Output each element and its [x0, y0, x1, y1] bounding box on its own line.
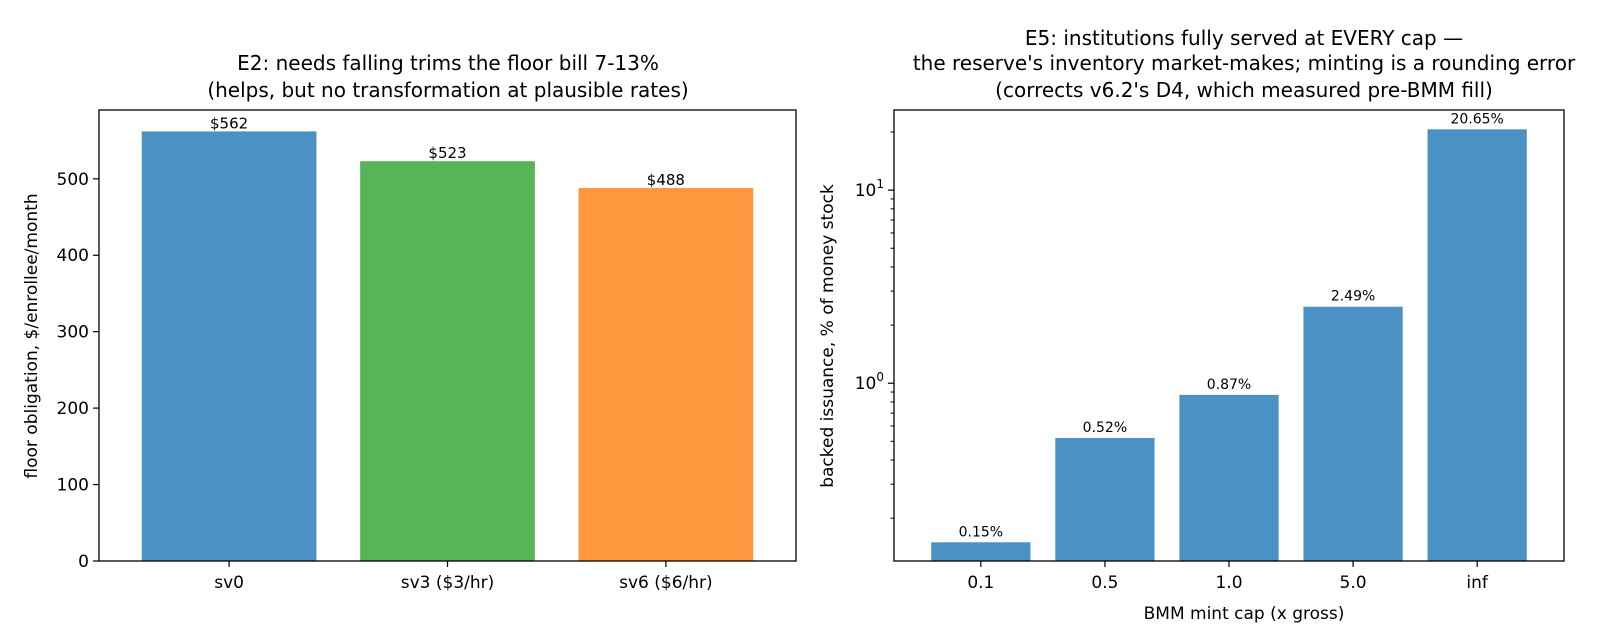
y-tick-label-3: 300 — [57, 323, 89, 343]
y-tick-base-1: 10 — [855, 181, 877, 201]
bar-4 — [1427, 129, 1527, 561]
chart-left: E2: needs falling trims the floor bill 7… — [22, 51, 797, 593]
y-tick-label-1: 101 — [855, 177, 884, 201]
y-tick-label-0: 0 — [78, 552, 89, 572]
bar-2 — [578, 187, 754, 562]
x-tick-label-3: 5.0 — [1340, 573, 1367, 593]
bar-data-label-2: 0.87% — [1207, 377, 1251, 393]
bar-1 — [1055, 438, 1155, 561]
bar-data-label-1: 0.52% — [1083, 420, 1127, 436]
y-tick-exponent-0: 0 — [876, 370, 884, 384]
x-tick-label-1: 0.5 — [1091, 573, 1118, 593]
bar-data-label-0: 0.15% — [959, 524, 1003, 540]
bar-data-label-0: $562 — [210, 114, 248, 132]
bar-3 — [1303, 306, 1403, 561]
chart-left-x-ticks: sv0 sv3 ($3/hr) sv6 ($6/hr) — [214, 561, 713, 593]
chart-left-title-line-2: (helps, but no transformation at plausib… — [207, 78, 688, 102]
y-tick-label-1: 100 — [57, 476, 89, 496]
y-tick-base-0: 10 — [855, 374, 877, 394]
y-tick-label-2: 200 — [57, 399, 89, 419]
chart-right-title-line-3: (corrects v6.2's D4, which measured pre-… — [995, 78, 1493, 102]
bar-1 — [360, 161, 535, 561]
y-tick-label-5: 500 — [57, 170, 89, 190]
bar-0 — [141, 131, 317, 562]
bar-data-label-1: $523 — [428, 144, 466, 162]
chart-left-y-ticks: 0 100 200 300 400 500 — [57, 170, 99, 572]
chart-right-x-axis-label: BMM mint cap (x gross) — [1144, 604, 1345, 624]
bar-2 — [1179, 394, 1279, 561]
chart-left-y-axis-label: floor obligation, $/enrollee/month — [22, 193, 42, 478]
chart-right-title-line-2: the reserve's inventory market-makes; mi… — [913, 51, 1576, 75]
chart-right-x-ticks: 0.1 0.5 1.0 5.0 inf — [967, 561, 1489, 593]
chart-right-y-axis-label: backed issuance, % of money stock — [818, 184, 838, 488]
y-tick-label-4: 400 — [57, 246, 89, 266]
bar-data-label-3: 2.49% — [1331, 289, 1375, 305]
bar-data-label-2: $488 — [647, 171, 685, 189]
bar-0 — [931, 542, 1031, 561]
chart-right-title-line-1: E5: institutions fully served at EVERY c… — [1025, 26, 1463, 50]
x-tick-label-4: inf — [1466, 573, 1488, 593]
x-tick-label-0: sv0 — [214, 573, 244, 593]
chart-right: E5: institutions fully served at EVERY c… — [818, 26, 1576, 624]
y-tick-exponent-1: 1 — [876, 177, 884, 191]
x-tick-label-2: sv6 ($6/hr) — [619, 573, 713, 593]
chart-left-bars: $562 $523 $488 — [141, 114, 754, 562]
chart-left-plot-frame — [98, 109, 797, 562]
x-tick-label-0: 0.1 — [967, 573, 994, 593]
bar-data-label-4: 20.65% — [1450, 111, 1503, 127]
x-tick-label-2: 1.0 — [1215, 573, 1242, 593]
chart-right-bars: 0.15% 0.52% 0.87% 2.49% 20.65% — [931, 111, 1527, 561]
chart-left-title-line-1: E2: needs falling trims the floor bill 7… — [237, 51, 659, 75]
y-tick-label-0: 100 — [855, 370, 884, 394]
x-tick-label-1: sv3 ($3/hr) — [401, 573, 495, 593]
chart-right-plot-frame — [893, 109, 1565, 562]
